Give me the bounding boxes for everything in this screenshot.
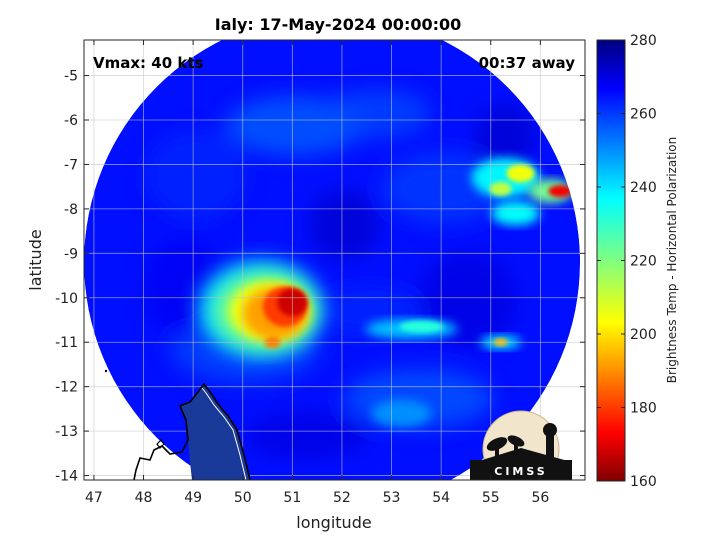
feature-layer: [198, 157, 573, 428]
swath-texture: [143, 88, 536, 461]
texture-patch: [309, 190, 380, 260]
y-tick-label: -10: [55, 291, 78, 307]
colorbar-ticks: 280 260 240 220 200 180 160: [597, 33, 657, 490]
coastline-inner: [201, 387, 247, 480]
colorbar-tick-label: 200: [630, 327, 657, 343]
se-band-core: [399, 320, 444, 333]
y-axis-label: latitude: [26, 229, 45, 290]
cimss-logo: CIMSS: [470, 410, 572, 480]
texture-patch: [245, 411, 370, 461]
logo-dish-left: [486, 437, 508, 451]
time-away-label: 00:37 away: [479, 54, 576, 72]
x-tick-label: 53: [383, 490, 401, 506]
colorbar-tick-label: 260: [630, 107, 657, 123]
x-tick-label: 56: [531, 490, 549, 506]
plot-area: Vmax: 40 kts 00:37 away CIMSS: [83, 39, 586, 481]
texture-patch: [322, 88, 432, 139]
coastline-outline: [133, 382, 251, 480]
x-tick-label: 52: [333, 490, 351, 506]
ne-lower-band: [491, 201, 540, 226]
x-tick-label: 55: [482, 490, 500, 506]
y-tick-label: -7: [64, 157, 78, 173]
logo-tower-legs: [546, 436, 554, 458]
ne-band-core: [506, 164, 535, 183]
colorbar-tick-label: 240: [630, 180, 657, 196]
logo-text: CIMSS: [494, 465, 547, 478]
ne-band-side: [489, 181, 512, 196]
x-tick-label: 51: [283, 490, 301, 506]
colorbar-tick-label: 280: [630, 33, 657, 49]
x-tick-label: 47: [85, 490, 103, 506]
y-tick-label: -6: [64, 113, 78, 129]
logo-dish-right: [507, 435, 525, 447]
south-band: [371, 399, 432, 428]
logo-dish-left-mount: [495, 446, 499, 457]
y-tick-label: -11: [55, 335, 78, 351]
vmax-label: Vmax: 40 kts: [93, 54, 203, 72]
plot-frame: [83, 39, 586, 481]
y-tick-label: -8: [64, 202, 78, 218]
coastline-dot: [104, 369, 108, 373]
y-tick-label: -9: [64, 246, 78, 262]
y-tick-label: -5: [64, 69, 78, 85]
coastline: [104, 369, 251, 480]
y-axis: -5 -6 -7 -8 -9 -10 -11 -12 -13 -14: [55, 69, 585, 485]
y-tick-label: -13: [55, 424, 78, 440]
logo-roof: [479, 448, 568, 461]
chart-title: Ialy: 17-May-2024 00:00:00: [215, 15, 462, 34]
x-tick-label: 54: [432, 490, 450, 506]
x-tick-label: 48: [135, 490, 153, 506]
x-axis: 47 48 49 50 51 52 53 54 55 56: [85, 40, 549, 506]
logo-tower-tank: [543, 423, 557, 437]
coastline-islet: [156, 439, 165, 449]
y-tick-label: -14: [55, 469, 78, 485]
swath-layer: [84, 40, 581, 480]
colorbar-label: Brightness Temp - Horizontal Polarizatio…: [665, 137, 679, 384]
swath-contents: [84, 40, 581, 480]
colorbar-tick-label: 220: [630, 254, 657, 270]
logo-dish-right-mount: [514, 443, 518, 455]
y-tick-label: -12: [55, 380, 78, 396]
x-tick-label: 49: [184, 490, 202, 506]
east-cell-core: [548, 185, 573, 198]
x-axis-label: longitude: [296, 513, 371, 532]
colorbar-tick-label: 180: [630, 401, 657, 417]
coastline-land: [180, 384, 250, 480]
colorbar-tick-label: 160: [630, 474, 657, 490]
x-tick-label: 50: [234, 490, 252, 506]
colorbar-gradient: [596, 39, 626, 482]
texture-patch: [146, 130, 246, 221]
logo-building: [470, 460, 572, 480]
colorbar: 280 260 240 220 200 180 160 Brightness Temp - …: [596, 33, 679, 490]
